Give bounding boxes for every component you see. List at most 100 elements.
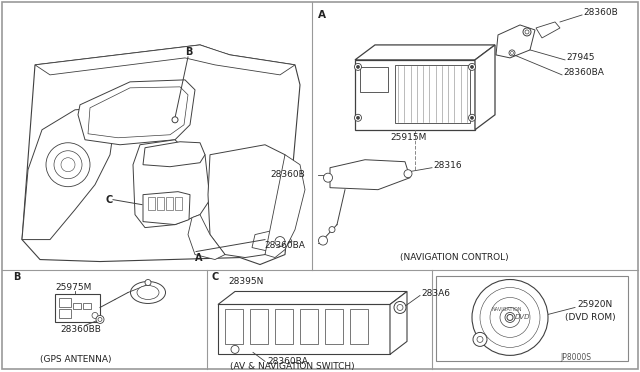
Circle shape (326, 176, 330, 180)
Circle shape (275, 237, 285, 247)
Circle shape (468, 114, 476, 121)
Text: (DVD ROM): (DVD ROM) (565, 313, 616, 322)
Text: 25975M: 25975M (55, 283, 92, 292)
Polygon shape (166, 197, 173, 210)
Circle shape (92, 312, 98, 318)
Text: JP8000S: JP8000S (560, 353, 591, 362)
Polygon shape (22, 45, 300, 264)
Text: 283A6: 283A6 (421, 289, 450, 298)
Text: NAVIGATION: NAVIGATION (492, 307, 522, 312)
Polygon shape (218, 304, 390, 355)
Circle shape (323, 173, 333, 182)
Polygon shape (188, 215, 225, 260)
Text: 28360B: 28360B (270, 170, 305, 179)
Text: 28360BB: 28360BB (60, 325, 101, 334)
Text: (AV & NAVIGATION SWITCH): (AV & NAVIGATION SWITCH) (230, 362, 355, 371)
Polygon shape (175, 197, 182, 210)
Polygon shape (35, 45, 295, 75)
Circle shape (231, 345, 239, 353)
Text: (NAVIGATION CONTROL): (NAVIGATION CONTROL) (400, 253, 509, 262)
Circle shape (500, 308, 520, 327)
Circle shape (404, 170, 412, 178)
Circle shape (505, 312, 515, 323)
Circle shape (356, 65, 360, 68)
Bar (360, 67, 388, 92)
Text: 28360BA: 28360BA (563, 68, 604, 77)
Circle shape (172, 117, 178, 123)
Circle shape (490, 298, 530, 337)
Circle shape (233, 347, 237, 352)
Text: C: C (106, 195, 113, 205)
Text: 28316: 28316 (433, 161, 461, 170)
Polygon shape (143, 192, 190, 225)
Bar (59, 310, 71, 318)
Circle shape (472, 279, 548, 355)
Circle shape (511, 51, 513, 54)
Circle shape (54, 151, 82, 179)
Text: A: A (195, 253, 202, 263)
Polygon shape (143, 142, 205, 167)
Circle shape (477, 336, 483, 342)
Circle shape (356, 116, 360, 119)
Text: B: B (13, 272, 20, 282)
Bar (83, 304, 91, 310)
Polygon shape (157, 197, 164, 210)
Circle shape (470, 65, 474, 68)
Text: 28360B: 28360B (583, 9, 618, 17)
Polygon shape (133, 140, 210, 228)
Text: 28360BA: 28360BA (267, 357, 308, 366)
Polygon shape (218, 292, 407, 304)
Circle shape (470, 116, 474, 119)
Circle shape (397, 304, 403, 311)
Polygon shape (496, 25, 535, 58)
Polygon shape (22, 108, 115, 240)
Ellipse shape (131, 282, 166, 304)
Bar (59, 298, 71, 308)
Polygon shape (350, 310, 368, 344)
Polygon shape (390, 292, 407, 355)
Text: 28395N: 28395N (228, 277, 264, 286)
Polygon shape (250, 310, 268, 344)
Circle shape (473, 333, 487, 346)
Polygon shape (148, 197, 155, 210)
Bar (55, 295, 100, 323)
Circle shape (61, 158, 75, 172)
Text: A: A (318, 10, 326, 20)
Circle shape (321, 238, 325, 243)
Circle shape (145, 279, 151, 285)
Polygon shape (275, 310, 293, 344)
Circle shape (406, 172, 410, 176)
Polygon shape (355, 60, 475, 130)
Bar (436, 276, 628, 361)
Text: 27945: 27945 (566, 54, 595, 62)
Circle shape (355, 114, 362, 121)
Polygon shape (208, 145, 290, 257)
Polygon shape (225, 310, 243, 344)
Text: 25920N: 25920N (577, 300, 612, 309)
Ellipse shape (137, 285, 159, 299)
Bar (73, 304, 81, 310)
Text: (GPS ANTENNA): (GPS ANTENNA) (40, 355, 111, 364)
Circle shape (329, 227, 335, 232)
Polygon shape (265, 155, 305, 257)
Text: 28360BA: 28360BA (264, 241, 305, 250)
Text: DVD: DVD (515, 314, 531, 320)
Circle shape (355, 63, 362, 70)
Circle shape (507, 314, 513, 320)
Text: C: C (212, 272, 220, 282)
Polygon shape (78, 80, 195, 145)
Bar (395, 65, 470, 123)
Polygon shape (475, 45, 495, 130)
Polygon shape (325, 310, 343, 344)
Circle shape (394, 301, 406, 314)
Circle shape (480, 288, 540, 347)
Polygon shape (536, 22, 560, 38)
Circle shape (46, 143, 90, 187)
Polygon shape (300, 310, 318, 344)
Polygon shape (88, 87, 188, 138)
Text: B: B (185, 47, 193, 57)
Circle shape (509, 50, 515, 56)
Polygon shape (355, 45, 495, 60)
Text: 25915M: 25915M (390, 133, 426, 142)
Polygon shape (330, 160, 410, 190)
